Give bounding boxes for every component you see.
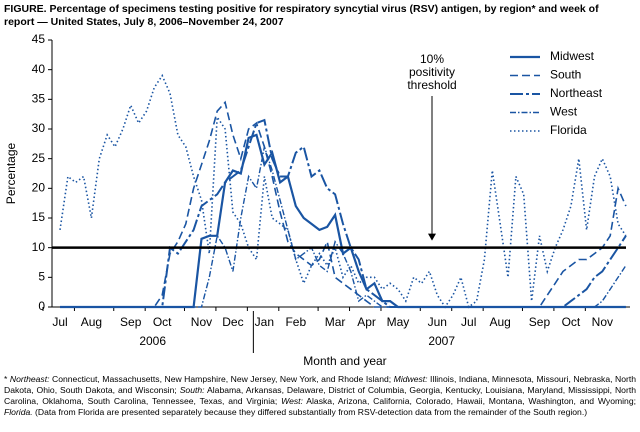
y-tick-label: 25 bbox=[32, 151, 46, 165]
x-tick-label: Sep bbox=[529, 315, 551, 329]
year-label: 2007 bbox=[428, 334, 455, 348]
y-tick-label: 0 bbox=[38, 299, 45, 313]
x-tick-label: Aug bbox=[489, 315, 510, 329]
y-tick-label: 15 bbox=[32, 210, 46, 224]
y-tick-label: 30 bbox=[32, 121, 46, 135]
x-tick-label: Sep bbox=[120, 315, 142, 329]
annotation: threshold bbox=[407, 78, 456, 92]
footnote-text: Northeast: bbox=[9, 374, 50, 384]
y-tick-label: 10 bbox=[32, 240, 46, 254]
x-tick-label: Oct bbox=[562, 315, 581, 329]
x-tick-label: Jun bbox=[428, 315, 447, 329]
legend-label: Midwest bbox=[550, 49, 595, 63]
chart-title: FIGURE. Percentage of specimens testing … bbox=[4, 3, 599, 28]
footnote-text: Illinois, Indiana, Minnesota, Missouri, … bbox=[4, 374, 637, 395]
footnote-text: South: bbox=[179, 385, 205, 395]
legend-label: Northeast bbox=[550, 86, 603, 100]
footnote-text: Alabama, Arkansas, Delaware, District of… bbox=[4, 385, 636, 406]
x-tick-label: Aug bbox=[81, 315, 102, 329]
y-axis-label: Percentage bbox=[4, 142, 18, 204]
x-tick-label: Feb bbox=[285, 315, 306, 329]
series-line bbox=[59, 73, 627, 309]
annotation: positivity bbox=[409, 65, 455, 79]
x-tick-label: Jan bbox=[255, 315, 274, 329]
x-tick-label: Mar bbox=[325, 315, 346, 329]
footnote-text: (Data from Florida are presented separat… bbox=[32, 407, 588, 417]
footnote-text: Midwest: bbox=[393, 374, 428, 384]
legend-label: South bbox=[550, 68, 581, 82]
y-tick-label: 40 bbox=[32, 62, 46, 76]
footnote-text: * bbox=[4, 374, 10, 384]
y-tick-label: 45 bbox=[32, 32, 46, 46]
x-tick-label: Nov bbox=[592, 315, 613, 329]
footnote-text: West: bbox=[281, 396, 303, 406]
footnote-text: Florida. bbox=[4, 407, 33, 417]
x-tick-label: Dec bbox=[222, 315, 243, 329]
footnote-text: Alaska, Arizona, California, Colorado, H… bbox=[302, 396, 637, 406]
series-line bbox=[60, 144, 627, 308]
x-tick-label: Jul bbox=[461, 315, 476, 329]
x-tick-label: May bbox=[387, 315, 410, 329]
footnote-text: Connecticut, Massachusetts, New Hampshir… bbox=[49, 374, 394, 384]
legend-label: Florida bbox=[550, 123, 587, 137]
x-tick-label: Nov bbox=[191, 315, 212, 329]
series-line bbox=[60, 118, 627, 308]
footnote: * Northeast: Connecticut, Massachusetts,… bbox=[4, 374, 636, 418]
y-tick-label: 5 bbox=[38, 270, 45, 284]
legend-label: West bbox=[550, 105, 578, 119]
y-tick-label: 20 bbox=[32, 181, 46, 195]
annotation: 10% bbox=[420, 52, 444, 66]
x-axis-label: Month and year bbox=[303, 354, 386, 368]
x-tick-label: Jul bbox=[52, 315, 67, 329]
arrow-head bbox=[428, 233, 436, 241]
x-tick-label: Oct bbox=[153, 315, 172, 329]
x-tick-label: Apr bbox=[357, 315, 376, 329]
y-tick-label: 35 bbox=[32, 92, 46, 106]
year-label: 2006 bbox=[139, 334, 166, 348]
